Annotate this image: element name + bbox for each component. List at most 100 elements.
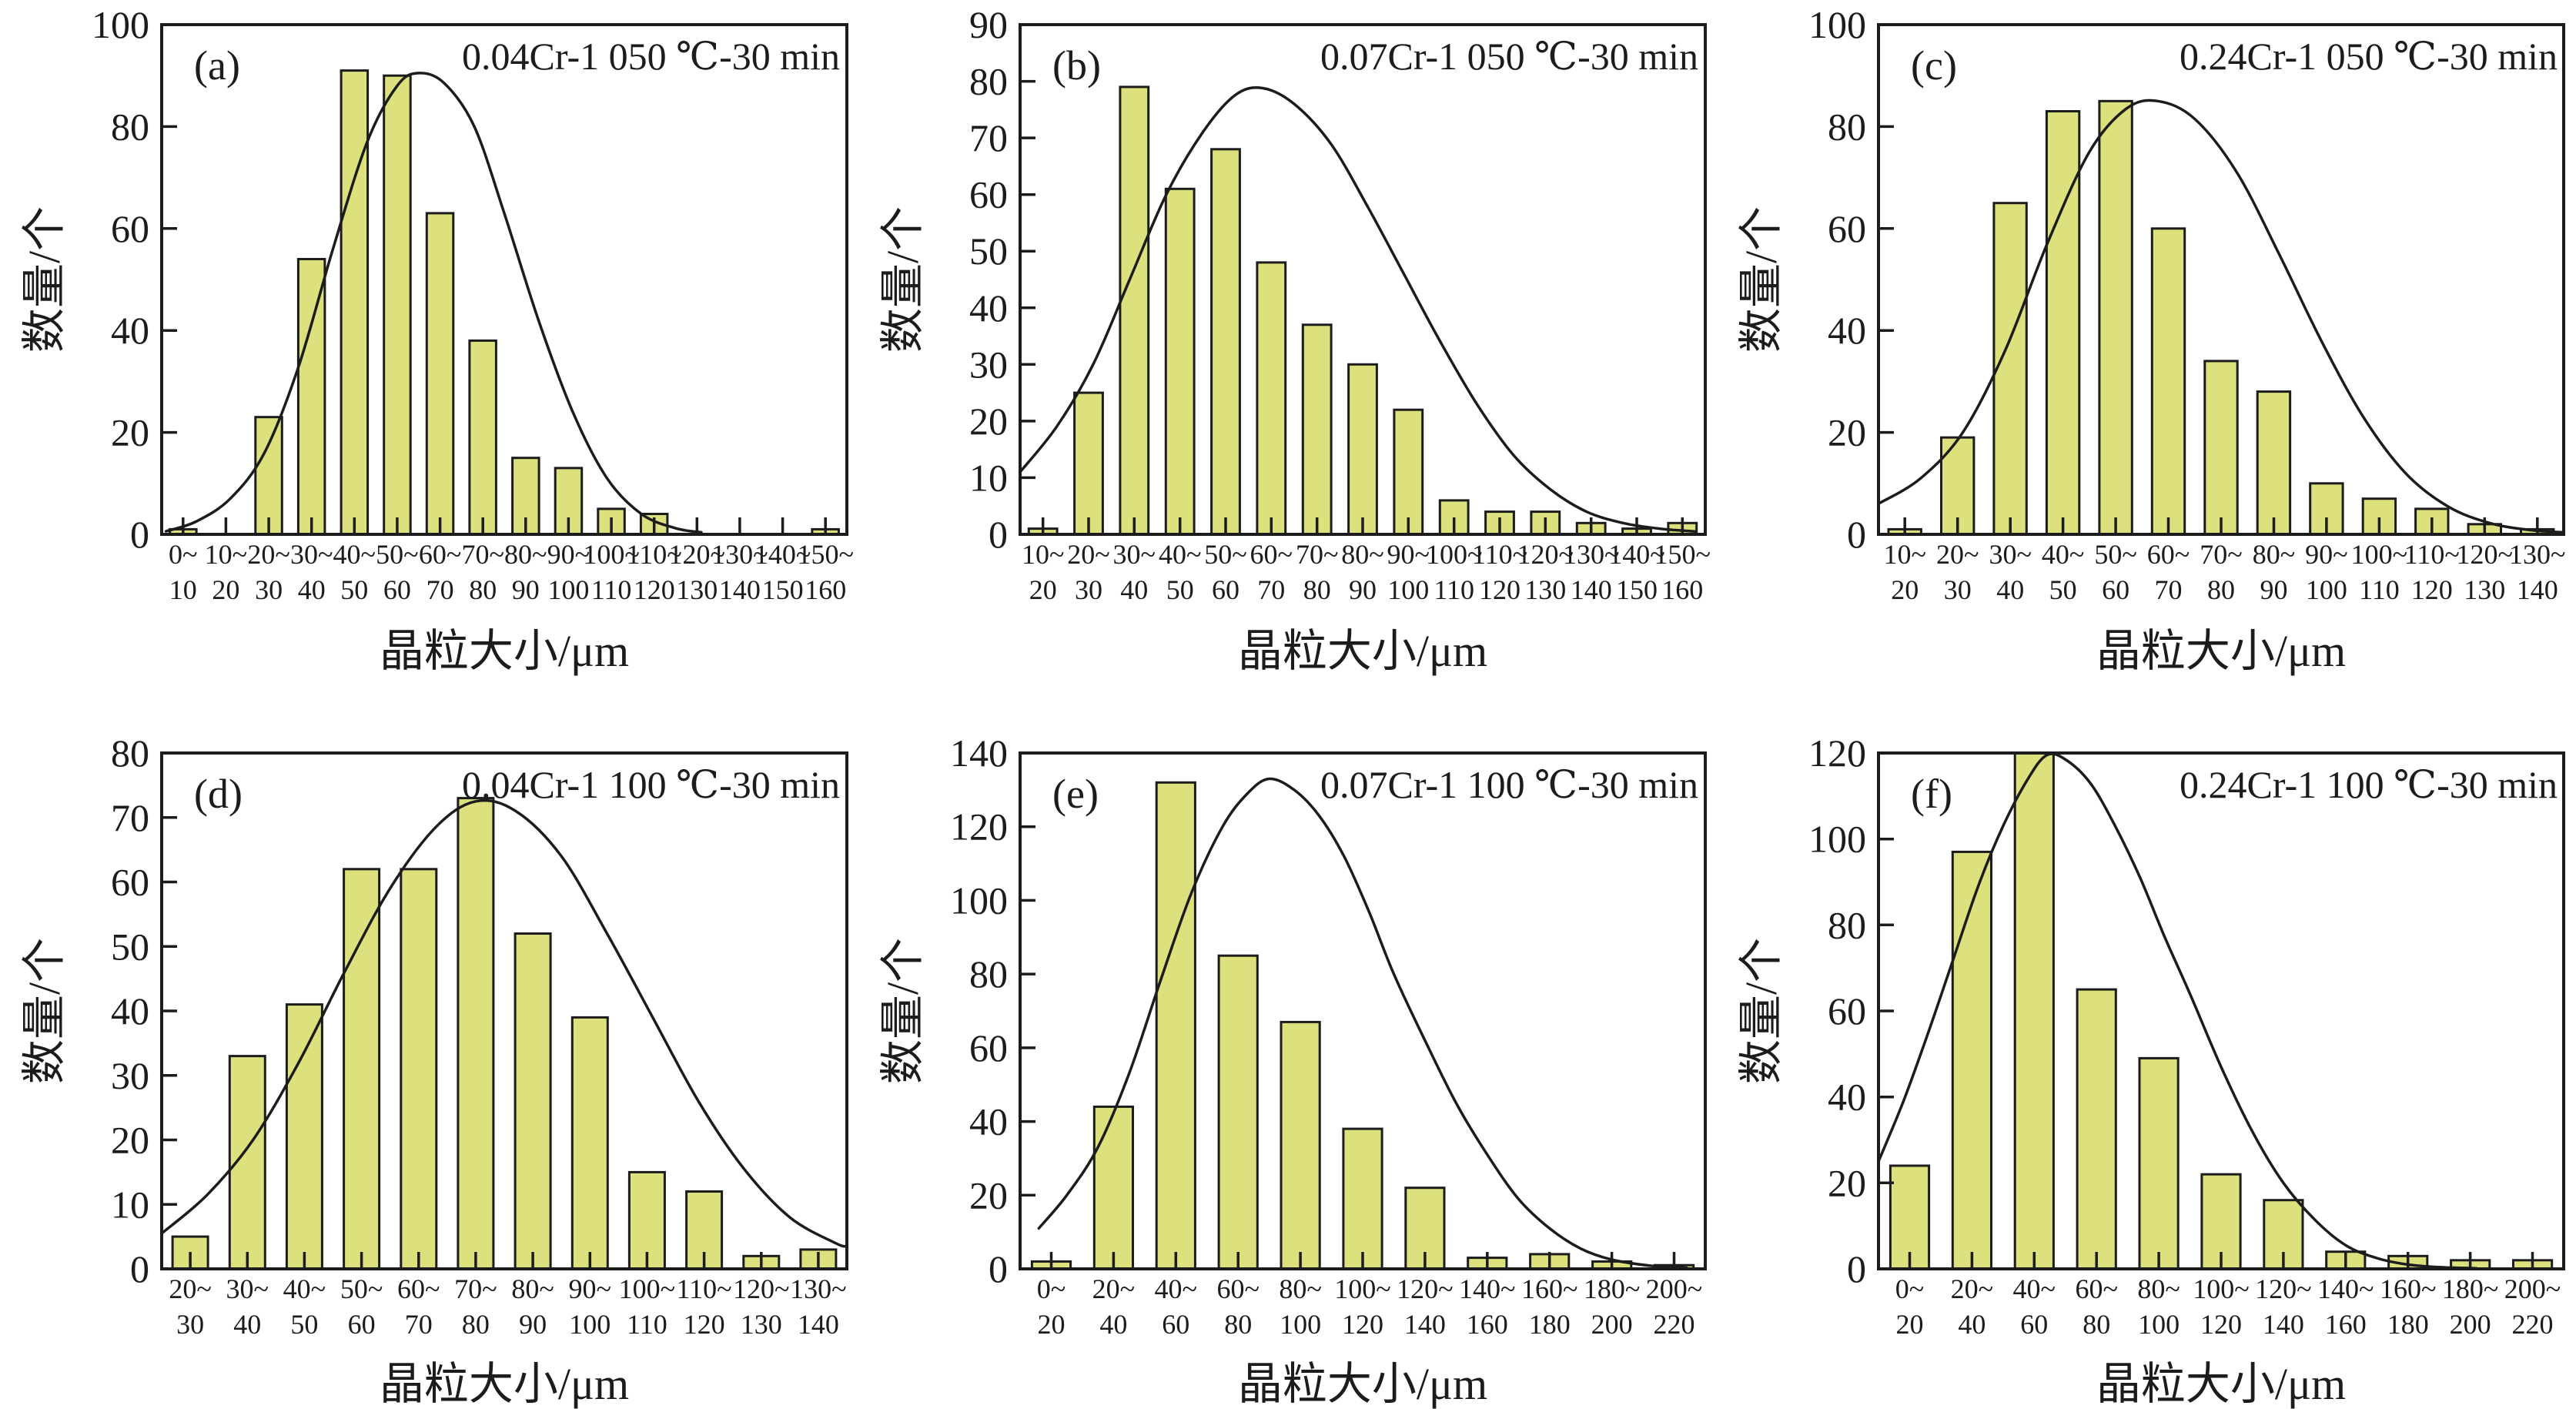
bin-label-bottom: 120	[1342, 1309, 1383, 1340]
bin-label-bottom: 180	[1529, 1309, 1571, 1340]
panel-e: 0 20 40 60 80 100 120 140 0~ 20 20~ 40 40~ 60 60~ 80 80~…	[858, 704, 1717, 1409]
bar	[1092, 1105, 1134, 1270]
bin-label-bottom: 30	[176, 1309, 204, 1340]
bar	[2013, 751, 2055, 1270]
distribution-curve	[164, 72, 703, 534]
x-axis-label: 晶粒大小/μm	[2096, 1359, 2347, 1409]
bin-label-bottom: 20	[1891, 574, 1919, 605]
bin-label-bottom: 60	[2102, 574, 2129, 605]
bin-label-top: 200~	[1646, 1273, 1702, 1304]
panel-letter: (a)	[194, 42, 240, 89]
bar	[1217, 954, 1259, 1270]
y-tick-label: 20	[969, 1173, 1008, 1217]
y-tick-label: 0	[130, 1247, 149, 1290]
bar	[2203, 360, 2239, 536]
y-axis-label: 数量/个	[1736, 937, 1786, 1085]
bin-label-bottom: 140	[719, 574, 761, 605]
bin-label-bottom: 100	[1280, 1309, 1321, 1340]
bin-label-bottom: 100	[1387, 574, 1429, 605]
bin-label-top: 120~	[2255, 1273, 2311, 1304]
bin-label-bottom: 100	[2306, 574, 2347, 605]
y-tick-label: 80	[969, 60, 1008, 103]
panel-letter: (b)	[1052, 42, 1101, 89]
bin-label-top: 120~	[1517, 539, 1574, 570]
bin-label-top: 20~	[1936, 539, 1979, 570]
bin-label-bottom: 140	[2263, 1309, 2304, 1340]
bar	[1280, 1020, 1321, 1270]
y-tick-label: 40	[1828, 1076, 1866, 1119]
bin-label-bottom: 160	[1661, 574, 1703, 605]
bin-label-top: 40~	[333, 539, 376, 570]
bin-label-top: 80~	[504, 539, 547, 570]
y-tick-label: 20	[1828, 1161, 1866, 1204]
bar	[468, 339, 497, 536]
bin-label-bottom: 80	[1303, 574, 1331, 605]
bin-label-top: 120~	[2457, 539, 2513, 570]
bin-label-bottom: 80	[2207, 574, 2235, 605]
bin-label-top: 60~	[1250, 539, 1293, 570]
y-tick-label: 20	[111, 1119, 149, 1162]
bin-label-top: 120~	[1397, 1273, 1453, 1304]
y-tick-label: 100	[1808, 818, 1866, 861]
bin-label-top: 60~	[2147, 539, 2190, 570]
bin-label-bottom: 120	[2411, 574, 2453, 605]
bin-label-top: 30~	[226, 1273, 269, 1304]
bin-label-bottom: 220	[1654, 1309, 1695, 1340]
y-tick-label: 20	[1828, 411, 1866, 454]
y-tick-label: 140	[950, 731, 1008, 775]
y-tick-label: 100	[1808, 3, 1866, 46]
bin-label-top: 100~	[583, 539, 639, 570]
y-tick-label: 30	[969, 343, 1008, 386]
bar	[343, 868, 381, 1270]
y-tick-label: 60	[1828, 989, 1866, 1032]
y-tick-label: 50	[969, 229, 1008, 273]
bin-label-bottom: 120	[2200, 1309, 2242, 1340]
bin-label-top: 20~	[1951, 1273, 1993, 1304]
bin-label-top: 180~	[1584, 1273, 1640, 1304]
y-tick-label: 0	[989, 513, 1008, 556]
bin-label-bottom: 130	[1524, 574, 1566, 605]
panel-title: 0.07Cr-1 100 ℃-30 min	[1320, 763, 1698, 806]
bar	[296, 258, 326, 536]
bin-label-top: 0~	[1037, 1273, 1066, 1304]
bin-label-bottom: 60	[2020, 1309, 2048, 1340]
bar	[383, 74, 412, 536]
panel-letter: (f)	[1911, 771, 1952, 817]
bin-label-top: 60~	[397, 1273, 440, 1304]
bin-label-bottom: 90	[1349, 574, 1377, 605]
y-tick-label: 20	[111, 411, 149, 454]
bin-label-bottom: 20	[1896, 1309, 1924, 1340]
y-axis-label: 数量/个	[878, 937, 928, 1085]
bin-label-bottom: 180	[2387, 1309, 2429, 1340]
bin-label-bottom: 100	[569, 1309, 611, 1340]
y-tick-label: 80	[1828, 105, 1866, 148]
distribution-curve	[1878, 99, 2564, 534]
bin-label-bottom: 140	[798, 1309, 839, 1340]
y-tick-label: 0	[989, 1247, 1008, 1290]
panel-chart-svg: 0 20 40 60 80 100 10~ 20 20~ 30 30~ 40 40~ 50 50~ 60 60~…	[1808, 3, 2566, 605]
x-axis-label: 晶粒大小/μm	[1237, 1359, 1488, 1409]
y-tick-label: 80	[111, 731, 149, 775]
bin-label-bottom: 200	[1591, 1309, 1633, 1340]
y-axis-label: 数量/个	[878, 206, 928, 353]
bin-label-top: 70~	[2200, 539, 2242, 570]
bin-label-top: 30~	[290, 539, 333, 570]
bin-label-bottom: 220	[2512, 1309, 2554, 1340]
bin-label-bottom: 100	[2138, 1309, 2180, 1340]
bin-label-bottom: 90	[512, 574, 540, 605]
y-tick-label: 50	[111, 925, 149, 968]
y-tick-label: 60	[1828, 207, 1866, 250]
bin-label-top: 10~	[1883, 539, 1925, 570]
bin-label-top: 30~	[1113, 539, 1156, 570]
bin-label-bottom: 70	[427, 574, 454, 605]
y-tick-label: 100	[92, 3, 149, 46]
bar	[1164, 187, 1196, 536]
bin-label-top: 10~	[1022, 539, 1064, 570]
bar	[2138, 1056, 2180, 1270]
bin-label-top: 110~	[627, 539, 682, 570]
distribution-curve	[1878, 753, 2478, 1269]
bin-label-bottom: 110	[591, 574, 632, 605]
bar	[254, 416, 283, 536]
bin-label-top: 160~	[2380, 1273, 2436, 1304]
bin-label-top: 180~	[2442, 1273, 2498, 1304]
